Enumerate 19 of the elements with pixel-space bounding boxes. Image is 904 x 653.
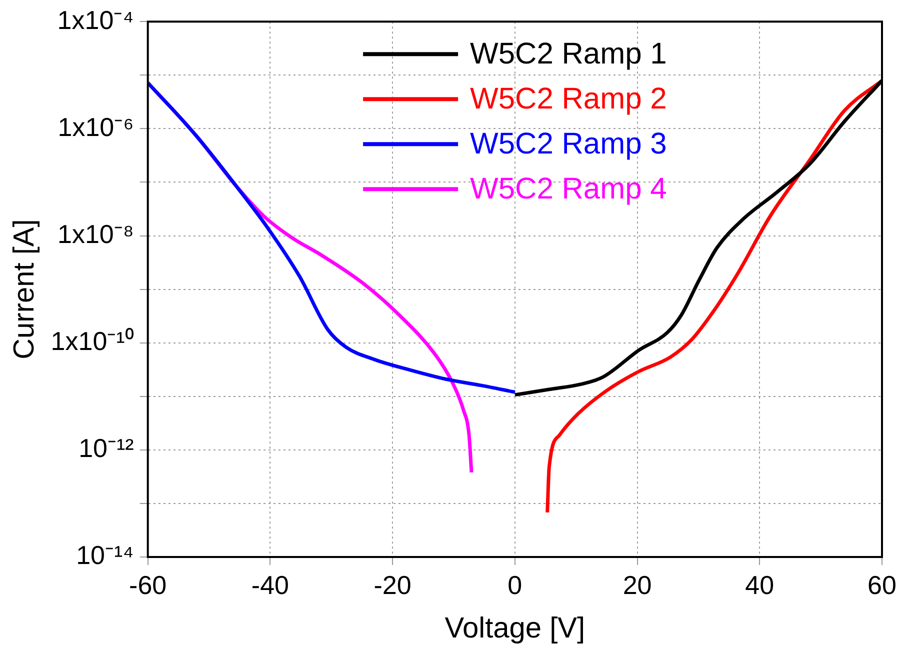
- x-tick-label: -20: [374, 570, 412, 600]
- legend-label: W5C2 Ramp 4: [470, 172, 667, 206]
- legend-label: W5C2 Ramp 1: [470, 37, 667, 70]
- y-tick-label: 1x10⁻⁸: [57, 218, 134, 249]
- x-axis-title: Voltage [V]: [444, 612, 586, 645]
- x-tick-label: 60: [868, 570, 896, 600]
- y-tick-label: 10⁻¹⁴: [76, 540, 134, 570]
- y-tick-label: 10⁻¹²: [78, 433, 134, 464]
- x-tick-label: -60: [129, 570, 167, 600]
- y-axis-title: Current [A]: [8, 219, 40, 360]
- legend-label: W5C2 Ramp 2: [470, 82, 667, 116]
- y-tick-label: 1x10⁻⁶: [58, 112, 134, 142]
- y-tick-label: 1x10⁻⁴: [57, 4, 134, 35]
- legend-label: W5C2 Ramp 3: [470, 127, 667, 160]
- x-tick-label: -40: [251, 570, 289, 600]
- x-tick-label: 40: [745, 570, 774, 600]
- x-tick-label: 20: [622, 570, 652, 600]
- y-tick-label: 1x10⁻¹⁰: [50, 326, 134, 356]
- x-tick-label: 0: [508, 570, 522, 600]
